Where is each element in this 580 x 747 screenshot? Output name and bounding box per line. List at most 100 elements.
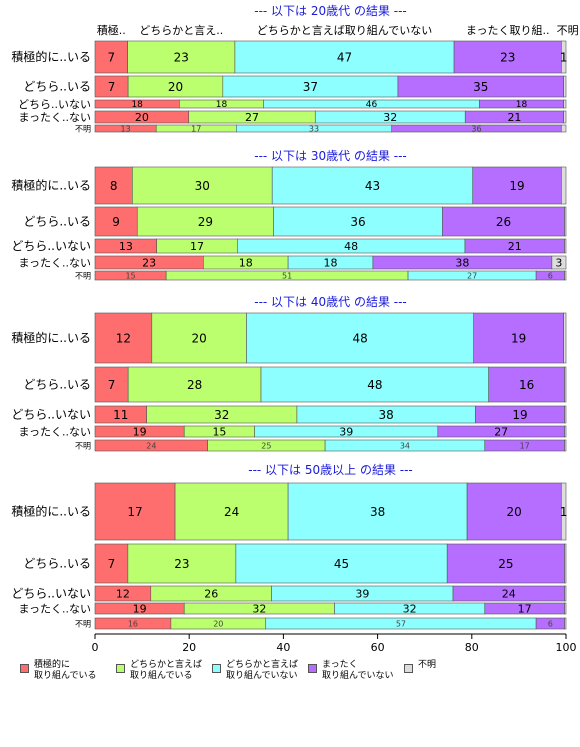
bar-segment bbox=[136, 206, 274, 237]
data-label: 57 bbox=[396, 619, 406, 628]
data-label: 39 bbox=[355, 587, 369, 600]
data-label: 45 bbox=[334, 557, 349, 571]
row-label: まったく..ない bbox=[18, 603, 91, 616]
row-label: どちら..いる bbox=[23, 80, 91, 94]
data-label: 17 bbox=[191, 124, 201, 133]
data-label: 7 bbox=[108, 378, 116, 392]
data-label: 7 bbox=[108, 50, 116, 64]
bar-segment bbox=[287, 482, 468, 541]
bar-segment bbox=[446, 543, 565, 584]
bar-segment bbox=[235, 543, 448, 584]
data-label: 23 bbox=[174, 557, 189, 571]
data-label: 24 bbox=[502, 587, 516, 600]
data-label: 18 bbox=[324, 256, 338, 269]
bar-segment bbox=[560, 482, 567, 541]
data-label: 32 bbox=[383, 111, 397, 124]
legend-swatch-3 bbox=[212, 664, 221, 673]
x-tick-label: 20 bbox=[182, 641, 196, 654]
bar-segment bbox=[94, 366, 129, 403]
data-label: 24 bbox=[224, 505, 239, 519]
legend-swatch-5 bbox=[404, 664, 413, 673]
row-label: どちら..いない bbox=[18, 98, 91, 111]
legend-swatch-1 bbox=[20, 664, 29, 673]
data-label: 36 bbox=[471, 124, 481, 133]
bar-segment bbox=[94, 166, 133, 205]
data-label: 18 bbox=[516, 100, 528, 110]
data-label: 19 bbox=[509, 179, 524, 193]
data-label: 37 bbox=[303, 80, 318, 94]
row-label: 積極的に..いる bbox=[11, 504, 91, 519]
data-label: 15 bbox=[212, 425, 226, 438]
bar-segment bbox=[174, 482, 289, 541]
data-label: 48 bbox=[352, 331, 367, 345]
data-label: 15 bbox=[125, 271, 135, 280]
data-label: 48 bbox=[344, 240, 358, 253]
data-label: 16 bbox=[128, 619, 138, 628]
legend-label-1: 積極的に 取り組んでいる bbox=[34, 660, 97, 681]
bar-segment bbox=[132, 166, 273, 205]
legend-label-3: どちらかと言えば 取り組んでいない bbox=[226, 660, 299, 681]
bar-segment bbox=[564, 366, 567, 403]
data-label: 7 bbox=[108, 557, 116, 571]
bar-segment bbox=[234, 40, 455, 74]
bar-segment bbox=[127, 40, 236, 74]
row-label: まったく..ない bbox=[18, 426, 91, 439]
bar-segment bbox=[246, 312, 474, 364]
bar-segment bbox=[473, 312, 564, 364]
legend-label-4: まったく 取り組んでいない bbox=[322, 660, 394, 681]
data-label: 48 bbox=[367, 378, 382, 392]
panel-title: --- 以下は 30歳代 の結果 --- bbox=[254, 149, 407, 163]
bar-segment bbox=[260, 366, 489, 403]
data-label: 51 bbox=[282, 271, 292, 280]
data-label: 32 bbox=[214, 408, 229, 422]
data-label: 13 bbox=[119, 240, 133, 253]
legend-swatch-4 bbox=[308, 664, 317, 673]
header-label: 積極.. bbox=[97, 23, 126, 37]
data-label: 46 bbox=[366, 100, 378, 110]
bar-segment bbox=[561, 40, 567, 74]
row-label: どちら..いる bbox=[23, 557, 91, 571]
bar-segment bbox=[563, 99, 567, 109]
data-label: 25 bbox=[261, 441, 271, 450]
row-label: 積極的に..いる bbox=[11, 178, 91, 193]
bar-segment bbox=[94, 312, 153, 364]
row-label: まったく..ない bbox=[18, 111, 91, 124]
data-label: 19 bbox=[133, 602, 147, 615]
data-label: 23 bbox=[142, 256, 156, 269]
bar-segment bbox=[563, 312, 567, 364]
bar-segment bbox=[564, 439, 567, 452]
bar-segment bbox=[466, 482, 562, 541]
bar-segment bbox=[127, 543, 237, 584]
data-label: 35 bbox=[473, 80, 488, 94]
data-label: 19 bbox=[512, 408, 527, 422]
bar-segment bbox=[564, 543, 567, 584]
row-label: どちら..いない bbox=[11, 587, 91, 601]
header-label: どちらかと言え.. bbox=[139, 24, 223, 37]
data-label: 1 bbox=[560, 50, 568, 64]
data-label: 13 bbox=[121, 124, 131, 133]
bar-segment bbox=[127, 366, 262, 403]
data-label: 9 bbox=[112, 215, 120, 229]
x-tick-label: 0 bbox=[92, 641, 99, 654]
data-label: 18 bbox=[131, 100, 143, 110]
bar-segment bbox=[453, 40, 562, 74]
data-label: 38 bbox=[455, 256, 469, 269]
bar-segment bbox=[564, 206, 567, 237]
panel-title: --- 以下は 20歳代 の結果 --- bbox=[254, 4, 407, 18]
data-label: 19 bbox=[511, 331, 526, 345]
data-label: 20 bbox=[213, 619, 223, 628]
bar-segment bbox=[94, 40, 128, 74]
row-label: 不明 bbox=[75, 442, 91, 451]
data-label: 33 bbox=[309, 124, 319, 133]
row-label: どちら..いない bbox=[11, 408, 91, 422]
bar-segment bbox=[564, 617, 567, 630]
header-label: 不明 bbox=[557, 24, 579, 37]
data-label: 16 bbox=[519, 378, 534, 392]
x-tick-label: 40 bbox=[276, 641, 290, 654]
data-label: 32 bbox=[403, 602, 417, 615]
bar-segment bbox=[560, 124, 567, 133]
header-label: まったく取り組.. bbox=[466, 24, 550, 37]
data-label: 30 bbox=[195, 179, 210, 193]
data-label: 17 bbox=[190, 240, 204, 253]
